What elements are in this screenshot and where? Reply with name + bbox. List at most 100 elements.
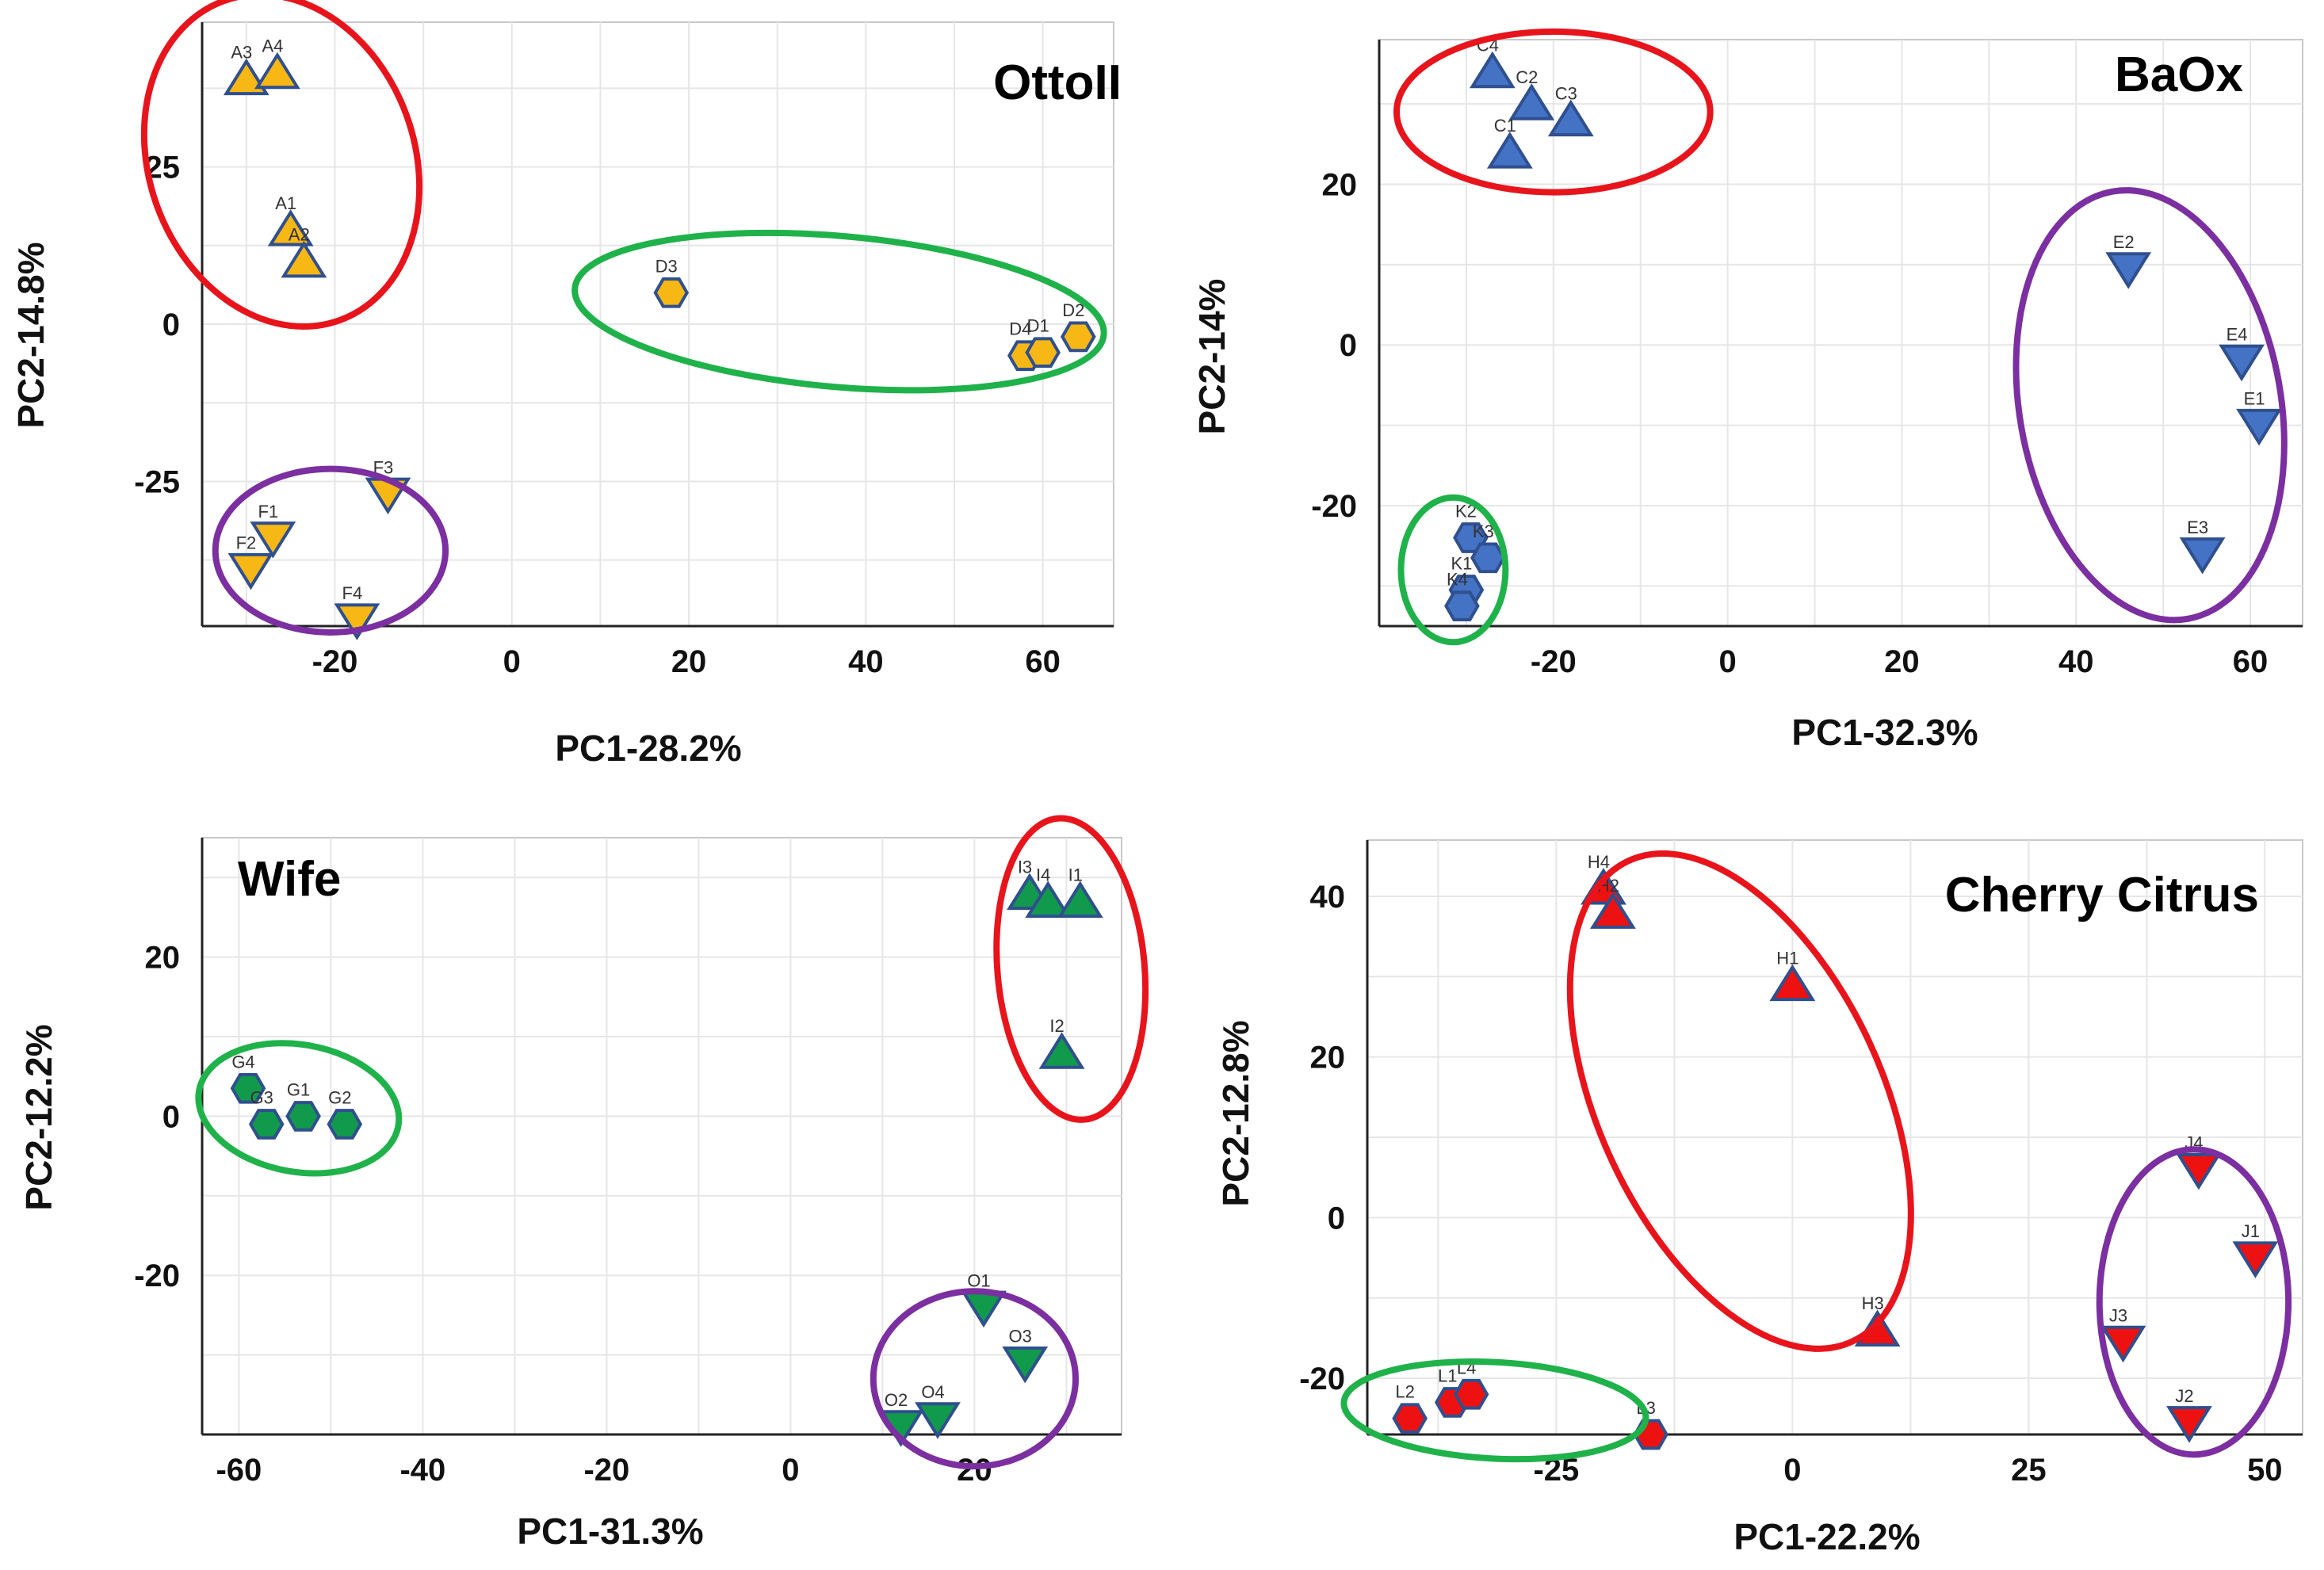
y-tick-label: 40 (1310, 880, 1346, 915)
plot-frame (1378, 39, 2303, 627)
point-label: F2 (236, 533, 257, 553)
point-triangle-up (1057, 880, 1103, 919)
point-triangle-up (1025, 880, 1072, 919)
point-triangle-down (2232, 1241, 2279, 1278)
point-label: E2 (2113, 232, 2135, 252)
cluster-ellipse-green (571, 229, 1107, 394)
point-label: L2 (1395, 1382, 1414, 1402)
x-tick-label: -20 (1531, 644, 1577, 679)
point-triangle-down (2100, 1325, 2146, 1363)
point-label: O4 (921, 1382, 944, 1402)
point-hexagon (285, 1101, 321, 1132)
point-triangle-up (1508, 83, 1555, 120)
point-label: A4 (262, 36, 283, 56)
cluster-ellipse-red (993, 815, 1149, 1123)
point-label: J2 (2175, 1386, 2193, 1406)
point-triangle-down (2105, 252, 2152, 289)
point-label: O2 (885, 1390, 908, 1410)
point-triangle-up (1469, 51, 1516, 89)
point-triangle-up (267, 209, 314, 246)
cluster-ellipse-green (195, 1040, 403, 1177)
y-tick-label: 0 (162, 1099, 180, 1134)
point-label: H3 (1862, 1293, 1884, 1313)
point-label: I1 (1068, 865, 1083, 884)
point-label: C2 (1516, 67, 1538, 87)
y-tick-label: -25 (134, 464, 180, 499)
point-triangle-down (227, 552, 274, 590)
point-hexagon (653, 277, 690, 308)
x-tick-label: -20 (583, 1453, 629, 1488)
y-axis-title: PC2-12.2% (18, 1024, 59, 1210)
point-label: A1 (275, 193, 296, 213)
cluster-ellipse-purple (212, 465, 449, 636)
point-label: C3 (1555, 83, 1577, 103)
point-label: O1 (967, 1270, 990, 1290)
point-triangle-up (1547, 99, 1594, 137)
point-triangle-down (2236, 408, 2282, 446)
y-tick-label: 20 (1310, 1041, 1346, 1075)
point-label: C1 (1494, 116, 1516, 136)
y-tick-label: 0 (162, 308, 180, 342)
point-label: I3 (1018, 857, 1032, 877)
x-axis-title: PC1-32.3% (1791, 712, 1978, 753)
point-label: G3 (250, 1087, 273, 1107)
point-triangle-down (250, 521, 296, 559)
point-label: O3 (1009, 1327, 1032, 1347)
y-axis-title: PC2-14% (1191, 279, 1233, 435)
y-tick-label: -20 (134, 1259, 180, 1293)
point-triangle-down (915, 1402, 961, 1439)
cluster-ellipse-red (140, 0, 423, 330)
point-hexagon (230, 1072, 266, 1104)
panel-title: OttoII (993, 55, 1122, 110)
point-label: E4 (2227, 324, 2248, 344)
x-tick-label: -40 (399, 1453, 445, 1488)
panel-title: BaOx (2115, 48, 2243, 102)
point-label: J1 (2242, 1221, 2260, 1241)
point-triangle-up (1590, 892, 1636, 929)
point-triangle-down (2179, 537, 2226, 575)
point-label: E1 (2244, 389, 2265, 409)
x-tick-label: 0 (503, 644, 521, 679)
point-label: E3 (2187, 518, 2208, 537)
x-tick-label: 40 (2058, 644, 2094, 679)
point-label: F4 (342, 583, 363, 603)
cluster-ellipse-purple (2096, 1146, 2292, 1458)
point-triangle-down (2175, 1152, 2222, 1190)
x-axis-title: PC1-28.2% (555, 728, 741, 769)
y-tick-label: 20 (1322, 167, 1358, 202)
x-axis-title: PC1-31.3% (517, 1511, 703, 1552)
y-tick-label: 20 (145, 941, 181, 976)
point-label: K4 (1447, 570, 1468, 590)
y-axis-title: PC2-14.8% (10, 242, 52, 428)
x-tick-label: 20 (1884, 644, 1920, 679)
x-axis-title: PC1-22.2% (1733, 1516, 1920, 1557)
x-tick-label: 60 (1025, 644, 1061, 679)
point-triangle-up (1038, 1032, 1085, 1069)
point-triangle-down (2219, 344, 2265, 382)
x-tick-label: 0 (1783, 1453, 1801, 1488)
point-label: L1 (1438, 1366, 1457, 1385)
point-label: D1 (1027, 316, 1049, 336)
point-triangle-down (334, 603, 380, 640)
x-tick-label: 40 (848, 644, 884, 679)
cluster-ellipse-red (1566, 850, 1914, 1352)
x-tick-label: 50 (2247, 1453, 2283, 1488)
panel-3: -60 -40 -20 0 20 20 0 -20 PC1-31.3% PC2-12.2% Wife… (18, 815, 1149, 1552)
x-tick-label: 20 (671, 644, 707, 679)
point-hexagon (1470, 542, 1506, 574)
point-triangle-up (1769, 964, 1816, 1002)
y-tick-label: -20 (1311, 489, 1357, 524)
point-label: H4 (1588, 852, 1610, 872)
point-label: A3 (231, 42, 252, 62)
point-label: D3 (656, 256, 678, 276)
cluster-ellipse-green (1397, 494, 1509, 646)
point-hexagon (1025, 337, 1061, 369)
point-label: K1 (1451, 553, 1472, 573)
cluster-ellipse-red (1393, 28, 1714, 196)
x-tick-label: 25 (2011, 1453, 2047, 1488)
point-label: G1 (287, 1079, 310, 1099)
point-hexagon (327, 1109, 363, 1140)
point-hexagon (1061, 321, 1096, 353)
point-hexagon (1453, 1379, 1489, 1410)
